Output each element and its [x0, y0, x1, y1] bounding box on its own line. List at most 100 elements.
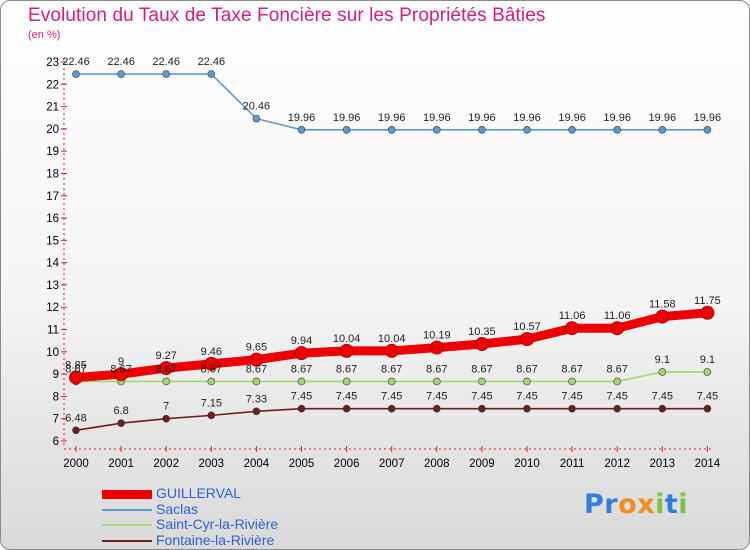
data-label: 10.35	[468, 326, 496, 338]
data-label: 10.04	[378, 333, 406, 345]
data-label: 7.45	[336, 391, 357, 403]
y-tick-label: 9	[53, 369, 59, 381]
data-label: 7.33	[246, 393, 267, 405]
data-point	[339, 343, 354, 358]
data-point	[162, 377, 170, 386]
data-label: 11.75	[694, 295, 721, 307]
data-point	[207, 70, 216, 78]
x-tick-label: 2010	[514, 458, 540, 470]
data-point	[613, 377, 622, 386]
x-tick-label: 2008	[424, 458, 450, 470]
unit-label: (en %)	[28, 29, 61, 41]
data-label: 8.67	[561, 363, 582, 375]
x-tick-label: 2006	[334, 458, 360, 470]
y-tick-label: 19	[46, 146, 59, 158]
y-tick-label: 7	[53, 414, 59, 426]
data-point	[297, 404, 306, 413]
data-label: 19.96	[603, 112, 631, 124]
data-label: 19.96	[649, 112, 677, 124]
y-tick-label: 15	[46, 235, 59, 247]
logo-letter: i	[678, 489, 689, 520]
x-tick-label: 2007	[379, 458, 405, 470]
data-label: 8.67	[246, 363, 267, 375]
y-tick-label: 20	[46, 124, 59, 136]
data-label: 8.67	[65, 363, 86, 375]
legend-swatch	[102, 489, 152, 499]
data-point	[294, 346, 309, 361]
legend-label: Saint-Cyr-la-Rivière	[156, 516, 279, 532]
data-label: 9	[118, 356, 124, 368]
data-point	[69, 370, 83, 385]
proxiti-logo: Proxiti	[584, 489, 688, 520]
x-tick-label: 2001	[108, 458, 134, 470]
y-tick-label: 13	[46, 280, 59, 292]
data-point	[159, 361, 174, 376]
data-point	[252, 114, 261, 123]
data-point	[520, 332, 534, 347]
data-point	[658, 368, 667, 376]
legend-label: Saclas	[156, 500, 199, 517]
data-point	[565, 321, 580, 336]
data-point	[655, 309, 670, 324]
data-point	[700, 305, 715, 320]
data-label: 8.67	[381, 363, 402, 375]
data-label: 6.8	[113, 405, 128, 417]
y-tick-label: 23	[46, 57, 59, 69]
data-point	[523, 404, 531, 413]
data-point	[249, 352, 264, 367]
data-label: 9.27	[155, 350, 176, 362]
data-label: 7.45	[381, 391, 402, 403]
data-label: 7.45	[291, 391, 312, 403]
data-label: 20.46	[243, 101, 271, 113]
data-label: 19.96	[288, 112, 316, 124]
data-point	[523, 377, 531, 386]
data-label: 8.67	[606, 363, 627, 375]
data-point	[703, 125, 712, 134]
data-point	[72, 70, 80, 78]
data-point	[297, 125, 306, 134]
y-tick-label: 11	[47, 325, 59, 337]
data-label: 8.67	[336, 363, 357, 375]
data-point	[658, 125, 667, 134]
data-point	[613, 404, 622, 413]
data-label: 8.67	[291, 363, 312, 375]
data-label: 11.06	[559, 310, 586, 322]
data-point	[342, 125, 351, 134]
data-label: 9.46	[201, 346, 222, 358]
x-tick-label: 2011	[560, 458, 585, 470]
data-label: 19.96	[333, 112, 361, 124]
logo-letter: o	[618, 489, 638, 520]
x-tick-label: 2012	[604, 458, 630, 470]
data-label: 22.46	[152, 56, 180, 68]
data-label: 7	[163, 401, 169, 413]
x-tick-label: 2003	[199, 458, 225, 470]
data-point	[342, 377, 351, 386]
logo-letter: i	[655, 489, 665, 520]
data-label: 9.1	[700, 354, 715, 366]
data-point	[432, 377, 441, 386]
data-point	[610, 321, 625, 336]
data-point	[474, 337, 489, 352]
data-label: 11.58	[649, 299, 676, 311]
data-label: 9.94	[291, 335, 312, 347]
y-tick-label: 18	[46, 168, 59, 180]
y-tick-label: 16	[46, 213, 59, 225]
legend-swatch	[102, 539, 152, 542]
data-label: 19.96	[423, 112, 451, 124]
data-label: 7.45	[652, 391, 673, 403]
logo-letter: x	[637, 489, 656, 520]
y-tick-label: 17	[46, 191, 59, 203]
data-point	[429, 340, 444, 355]
data-point	[523, 125, 531, 134]
x-tick-label: 2004	[244, 458, 270, 470]
x-tick-label: 2014	[695, 458, 721, 470]
data-point	[387, 377, 396, 386]
data-point	[613, 125, 622, 134]
data-label: 7.45	[471, 391, 492, 403]
data-point	[387, 125, 396, 134]
data-point	[207, 377, 216, 386]
data-label: 10.57	[513, 321, 541, 333]
data-label: 19.96	[558, 112, 586, 124]
